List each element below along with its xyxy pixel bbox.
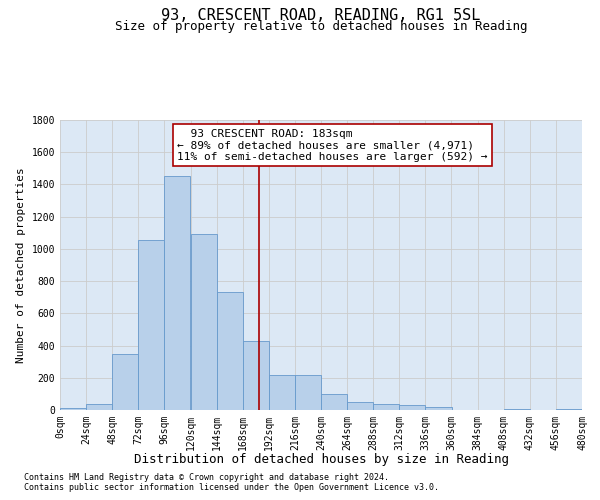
Text: Contains HM Land Registry data © Crown copyright and database right 2024.: Contains HM Land Registry data © Crown c… [24, 472, 389, 482]
Bar [269, 376, 295, 410]
Text: Size of property relative to detached houses in Reading: Size of property relative to detached ho… [115, 20, 527, 33]
Bar [425, 407, 452, 410]
Bar [400, 405, 425, 410]
Bar [295, 376, 321, 410]
Text: Contains public sector information licensed under the Open Government Licence v3: Contains public sector information licen… [24, 484, 439, 492]
Bar [217, 292, 242, 410]
Y-axis label: Number of detached properties: Number of detached properties [16, 167, 26, 363]
Bar [164, 176, 190, 410]
Bar [373, 404, 400, 410]
Bar [321, 394, 347, 410]
Bar [191, 234, 217, 410]
Bar [556, 409, 582, 410]
Bar [347, 402, 373, 410]
Bar [242, 340, 269, 410]
Bar [60, 408, 86, 410]
Bar [86, 404, 112, 410]
Text: 93 CRESCENT ROAD: 183sqm  
← 89% of detached houses are smaller (4,971)
11% of s: 93 CRESCENT ROAD: 183sqm ← 89% of detach… [178, 128, 488, 162]
Text: Distribution of detached houses by size in Reading: Distribution of detached houses by size … [133, 452, 509, 466]
Text: 93, CRESCENT ROAD, READING, RG1 5SL: 93, CRESCENT ROAD, READING, RG1 5SL [161, 8, 481, 22]
Bar [112, 354, 138, 410]
Bar [139, 240, 164, 410]
Bar [504, 409, 530, 410]
